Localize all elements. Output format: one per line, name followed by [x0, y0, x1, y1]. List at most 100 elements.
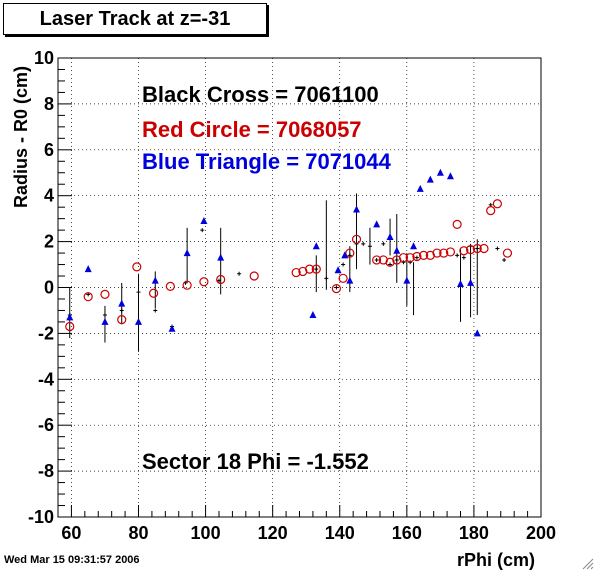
- red-circle-point: [412, 251, 422, 262]
- blue-triangle-label: Blue Triangle = 7071044: [142, 149, 392, 174]
- blue-triangle-point: [151, 276, 159, 284]
- timestamp: Wed Mar 15 09:31:57 2006: [4, 554, 140, 566]
- red-circle-point: [65, 321, 75, 332]
- black-cross-point: [153, 308, 158, 313]
- red-circle-point: [465, 245, 476, 255]
- blue-triangle-point: [183, 249, 191, 257]
- blue-triangle-point: [334, 266, 342, 274]
- black-cross-point: [367, 244, 372, 249]
- black-cross-point: [200, 228, 205, 233]
- red-circle-point: [117, 315, 127, 325]
- x-tick-label: 160: [392, 523, 422, 543]
- blue-triangle-point: [457, 280, 464, 288]
- blue-triangle-point: [84, 265, 92, 273]
- red-circle-point: [502, 248, 513, 258]
- red-circle-point: [479, 243, 489, 254]
- y-tick-label: 4: [44, 186, 54, 206]
- black-cross-point: [237, 271, 242, 276]
- resize-handle-icon[interactable]: [580, 556, 594, 570]
- black-cross-point: [455, 253, 460, 258]
- axes: [57, 57, 542, 518]
- black-cross-point: [475, 246, 480, 251]
- blue-triangle-point: [467, 278, 475, 286]
- blue-triangle-point: [101, 317, 109, 325]
- red-circle-point: [338, 273, 348, 283]
- y-tick-label: -2: [38, 323, 54, 343]
- blue-triangle-point: [393, 246, 401, 254]
- y-tick-label: 8: [44, 94, 54, 114]
- data-points: [65, 168, 513, 337]
- black-cross-point: [414, 255, 419, 260]
- blue-triangle-point: [473, 329, 481, 337]
- red-circle-point: [298, 266, 308, 277]
- chart-title: Laser Track at z=-31: [3, 3, 267, 35]
- red-circle-point: [148, 288, 159, 298]
- black-cross-point: [136, 290, 141, 295]
- black-cross-point: [381, 241, 386, 246]
- red-circle-point: [445, 247, 456, 257]
- x-tick-label: 120: [258, 523, 288, 543]
- red-circle-point: [472, 243, 482, 254]
- red-circle-point: [392, 255, 402, 265]
- y-tick-label: -8: [38, 461, 54, 481]
- red-circle-point: [351, 234, 362, 244]
- blue-triangle-point: [341, 251, 349, 259]
- y-axis-title: Radius - R0 (cm): [11, 66, 31, 208]
- y-tick-label: -6: [38, 415, 54, 435]
- black-cross-point: [361, 241, 366, 246]
- y-tick-label: 2: [44, 232, 54, 252]
- red-circle-point: [249, 271, 259, 281]
- red-circle-point: [459, 246, 469, 256]
- red-circle-point: [331, 284, 341, 294]
- blue-triangle-point: [168, 324, 176, 332]
- y-tick-label: 10: [34, 48, 54, 68]
- x-tick-label: 140: [325, 523, 355, 543]
- black-cross-point: [119, 308, 124, 313]
- black-cross-point: [324, 276, 329, 281]
- blue-triangle-point: [436, 168, 444, 176]
- black-cross-point: [374, 257, 379, 262]
- black-cross-label: Black Cross = 7061100: [142, 82, 379, 107]
- red-circle-point: [372, 255, 382, 265]
- black-cross-point: [314, 267, 319, 272]
- blue-triangle-point: [66, 313, 74, 321]
- black-cross-point: [102, 313, 107, 318]
- blue-triangle-point: [135, 317, 142, 325]
- red-circle-point: [385, 257, 395, 267]
- annotations: Black Cross = 7061100 Red Circle = 706805…: [142, 82, 392, 474]
- black-cross-point: [502, 257, 507, 262]
- black-cross-point: [334, 285, 339, 290]
- red-circle-point: [199, 277, 209, 287]
- y-tick-label: -4: [38, 369, 54, 389]
- red-circle-point: [216, 274, 226, 285]
- black-cross-point: [217, 278, 221, 283]
- blue-triangle-point: [446, 172, 454, 180]
- blue-triangle-point: [386, 233, 394, 241]
- x-tick-label: 60: [61, 523, 81, 543]
- red-circle-point: [425, 250, 435, 260]
- black-cross-point: [461, 255, 466, 260]
- red-circle-point: [345, 248, 355, 258]
- blue-triangle-point: [200, 216, 208, 224]
- red-circle-point: [165, 281, 175, 291]
- error-bars: [69, 193, 478, 352]
- black-cross-point: [341, 262, 346, 267]
- red-circle-point: [398, 253, 409, 263]
- red-circle-point: [378, 255, 388, 265]
- red-circle-point: [452, 219, 462, 229]
- blue-triangle-point: [118, 299, 126, 307]
- x-tick-label: 100: [191, 523, 221, 543]
- axis-labels: 60 80 100 120 140 160 180 200 -10 -8 -6 -4 -2 0 2 4 6 8 10…: [11, 48, 556, 570]
- red-circle-point: [486, 206, 496, 216]
- red-circle-point: [311, 264, 321, 274]
- red-circle-point: [439, 248, 449, 258]
- blue-triangle-point: [346, 276, 354, 284]
- x-axis-title: rPhi (cm): [457, 550, 535, 570]
- blue-triangle-point: [373, 220, 381, 228]
- red-circle-point: [182, 280, 192, 290]
- blue-triangle-point: [309, 311, 317, 319]
- y-tick-label: 0: [44, 278, 54, 298]
- red-circle-point: [83, 292, 93, 302]
